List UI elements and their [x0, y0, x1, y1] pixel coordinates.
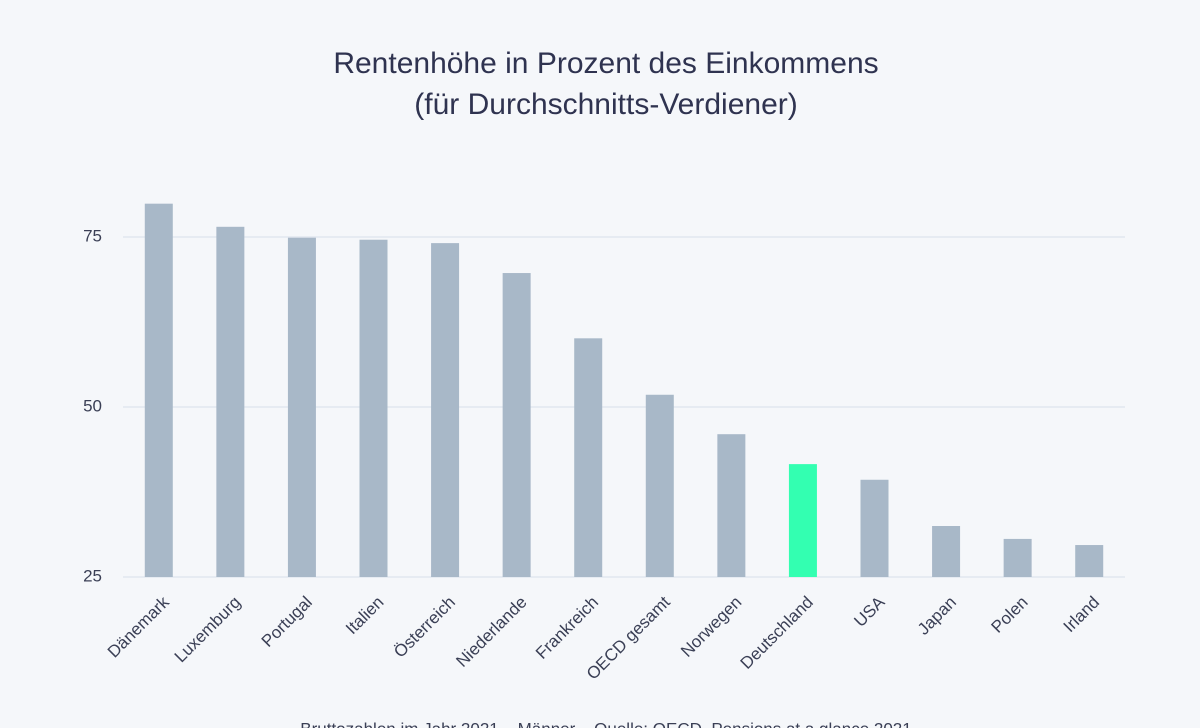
y-tick-label: 50: [83, 396, 102, 415]
bar: [645, 394, 674, 577]
bar: [574, 338, 603, 577]
x-tick-label: Irland: [1060, 593, 1104, 637]
footnote: Bruttozahlen im Jahr 2021 – Männer – Que…: [300, 719, 911, 728]
bar: [932, 526, 961, 577]
bar: [717, 434, 746, 577]
bar: [1075, 545, 1104, 577]
x-tick-label: Deutschland: [737, 593, 817, 673]
chart-subtitle: (für Durchschnitts-Verdiener): [414, 88, 797, 121]
bar: [788, 464, 817, 577]
chart-title: Rentenhöhe in Prozent des Einkommens: [333, 47, 878, 80]
x-tick-label: Japan: [914, 593, 960, 639]
x-tick-label: Luxemburg: [171, 593, 245, 667]
bar: [431, 243, 460, 577]
x-tick-label: Polen: [987, 593, 1031, 637]
y-tick-label: 75: [83, 226, 102, 245]
x-tick-label: Portugal: [258, 593, 316, 651]
bar: [502, 273, 531, 577]
y-tick-label: 25: [83, 566, 102, 585]
x-tick-label: Österreich: [390, 593, 459, 662]
bar: [1003, 538, 1032, 577]
bar: [144, 203, 173, 577]
x-tick-label: USA: [850, 592, 889, 631]
bar: [216, 226, 245, 578]
x-tick-label: Norwegen: [677, 593, 745, 661]
x-tick-label: Frankreich: [532, 593, 602, 663]
bar: [860, 479, 889, 577]
bar: [287, 237, 316, 577]
x-tick-label: Italien: [342, 593, 388, 639]
bar: [359, 239, 388, 577]
x-tick-label: Dänemark: [104, 592, 173, 661]
x-tick-label: Niederlande: [452, 593, 530, 671]
